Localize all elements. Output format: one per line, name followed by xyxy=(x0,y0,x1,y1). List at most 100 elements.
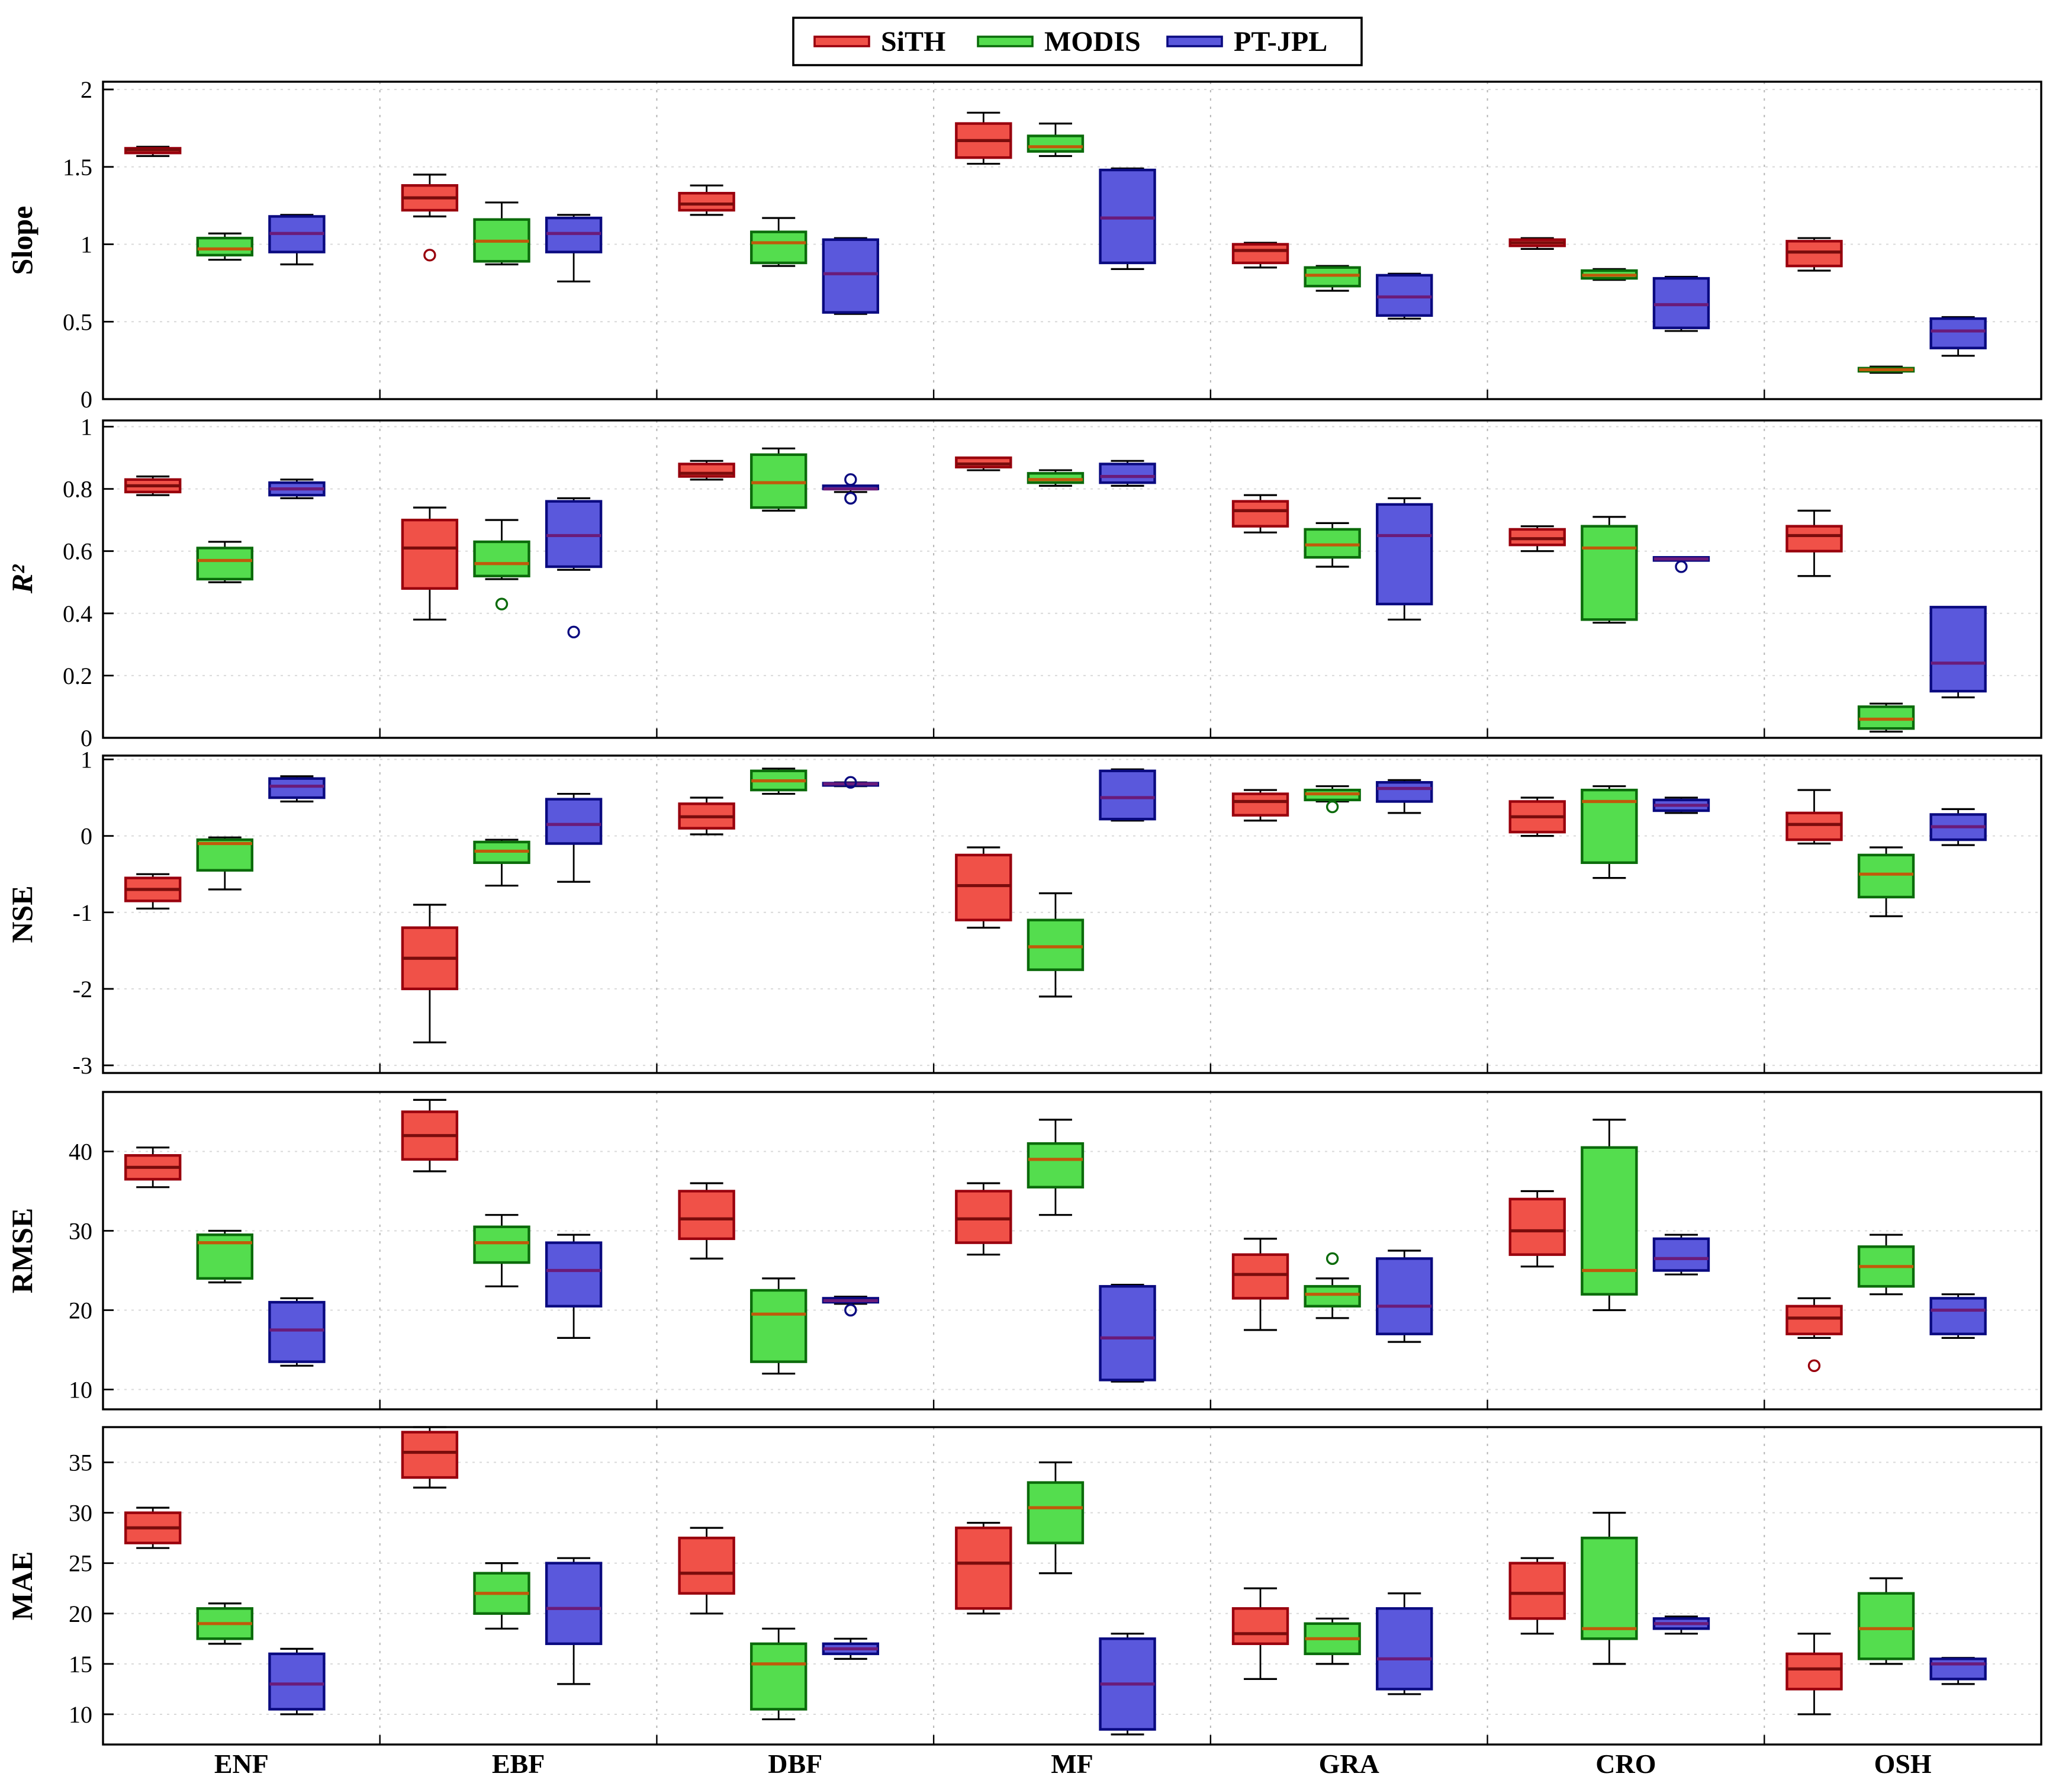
box-PT-JPL-GRA xyxy=(1376,272,1433,320)
box-rect xyxy=(1785,525,1843,552)
y-tick-label: 0 xyxy=(81,386,92,413)
box-rect xyxy=(678,1536,735,1595)
box-MODIS-OSH xyxy=(1857,1577,1915,1665)
box-PT-JPL-EBF xyxy=(545,1233,603,1339)
box-rect xyxy=(1581,1146,1638,1296)
box-MODIS-MF xyxy=(1027,892,1085,998)
box-MODIS-MF xyxy=(1027,469,1085,487)
y-tick-label: -2 xyxy=(73,976,92,1003)
outlier-point xyxy=(844,776,857,789)
outlier-point xyxy=(844,491,857,505)
box-SiTH-DBF xyxy=(678,184,735,216)
box-SiTH-EBF xyxy=(401,1098,459,1172)
box-MODIS-DBF xyxy=(750,447,807,512)
box-rect xyxy=(473,1225,530,1264)
box-PT-JPL-OSH xyxy=(1929,606,1987,699)
box-SiTH-CRO xyxy=(1508,1557,1566,1635)
box-MODIS-DBF xyxy=(750,1627,807,1721)
box-PT-JPL-DBF xyxy=(822,776,880,789)
box-rect xyxy=(1027,1142,1085,1188)
y-tick-label: 0 xyxy=(81,725,92,751)
box-MODIS-OSH xyxy=(1857,702,1915,733)
y-tick-label: -1 xyxy=(73,899,92,926)
box-MODIS-ENF xyxy=(196,1229,253,1284)
box-SiTH-EBF xyxy=(401,174,459,262)
box-SiTH-MF xyxy=(955,1522,1012,1615)
box-rect xyxy=(955,853,1012,921)
box-rect xyxy=(1231,1607,1289,1646)
box-MODIS-EBF xyxy=(473,519,530,611)
panel-r2: 0 0.2 0.4 0.6 0.8 1 R² xyxy=(5,414,2042,751)
box-rect xyxy=(1376,781,1433,803)
box-rect xyxy=(1581,525,1638,621)
x-category-label: ENF xyxy=(214,1749,269,1779)
box-rect xyxy=(750,1642,807,1711)
box-rect xyxy=(1652,1237,1710,1272)
box-PT-JPL-DBF xyxy=(822,1637,880,1660)
box-rect xyxy=(545,216,603,253)
box-SiTH-CRO xyxy=(1508,525,1566,552)
box-rect xyxy=(678,1190,735,1241)
box-MODIS-CRO xyxy=(1581,1512,1638,1665)
box-rect xyxy=(1027,472,1085,484)
box-rect xyxy=(401,1431,459,1479)
box-SiTH-OSH xyxy=(1785,789,1843,845)
panel-border xyxy=(102,1426,2042,1746)
box-rect xyxy=(1099,769,1156,821)
box-rect xyxy=(1304,266,1361,288)
y-tick-label: 1 xyxy=(81,746,92,773)
box-MODIS-CRO xyxy=(1581,268,1638,281)
box-rect xyxy=(1508,1197,1566,1256)
box-rect xyxy=(822,238,880,314)
box-PT-JPL-MF xyxy=(1099,167,1156,270)
panel-nse: -3 -2 -1 0 1 NSE xyxy=(5,746,2042,1079)
outlier-point xyxy=(1807,1359,1821,1373)
y-tick-label: 1.5 xyxy=(63,154,92,181)
y-axis-label: MAE xyxy=(5,1551,38,1621)
box-rect xyxy=(1376,1607,1433,1691)
box-rect xyxy=(750,453,807,509)
box-PT-JPL-CRO xyxy=(1652,556,1710,573)
box-PT-JPL-ENF xyxy=(268,214,326,266)
box-rect xyxy=(545,500,603,568)
box-rect xyxy=(955,456,1012,469)
box-rect xyxy=(750,230,807,265)
x-category-label: GRA xyxy=(1319,1749,1379,1779)
y-tick-label: 0.4 xyxy=(63,600,92,627)
y-tick-label: 1 xyxy=(81,414,92,441)
box-SiTH-ENF xyxy=(124,873,182,910)
box-rect xyxy=(1857,1592,1915,1660)
box-MODIS-CRO xyxy=(1581,516,1638,624)
outlier-point xyxy=(1675,560,1688,573)
box-MODIS-GRA xyxy=(1304,265,1361,292)
outlier-point xyxy=(423,249,436,262)
box-rect xyxy=(268,1300,326,1363)
box-SiTH-OSH xyxy=(1785,1297,1843,1373)
x-category-label: OSH xyxy=(1874,1749,1932,1779)
box-MODIS-GRA xyxy=(1304,1617,1361,1665)
outlier-point xyxy=(567,625,580,639)
x-category-label: CRO xyxy=(1595,1749,1656,1779)
legend-label-modis: MODIS xyxy=(1044,26,1141,57)
box-rect xyxy=(1099,462,1156,484)
x-category-label: DBF xyxy=(768,1749,822,1779)
box-MODIS-GRA xyxy=(1304,785,1361,814)
box-PT-JPL-OSH xyxy=(1929,808,1987,846)
y-axis-label: RMSE xyxy=(5,1208,38,1293)
box-MODIS-MF xyxy=(1027,1119,1085,1216)
box-PT-JPL-EBF xyxy=(545,792,603,883)
box-rect xyxy=(1785,1652,1843,1691)
panel-border xyxy=(102,754,2042,1074)
y-tick-label: 30 xyxy=(69,1500,92,1527)
panel-slope: 0 0.5 1 1.5 2 Slope xyxy=(5,76,2042,413)
box-rect xyxy=(1027,134,1085,153)
box-PT-JPL-GRA xyxy=(1376,1592,1433,1695)
box-rect xyxy=(1508,1562,1566,1620)
box-rect xyxy=(1857,705,1915,730)
box-rect xyxy=(1929,317,1987,349)
box-MODIS-EBF xyxy=(473,1562,530,1630)
box-SiTH-DBF xyxy=(678,1527,735,1615)
legend-label-ptjpl: PT-JPL xyxy=(1234,26,1327,57)
y-tick-label: 25 xyxy=(69,1550,92,1577)
